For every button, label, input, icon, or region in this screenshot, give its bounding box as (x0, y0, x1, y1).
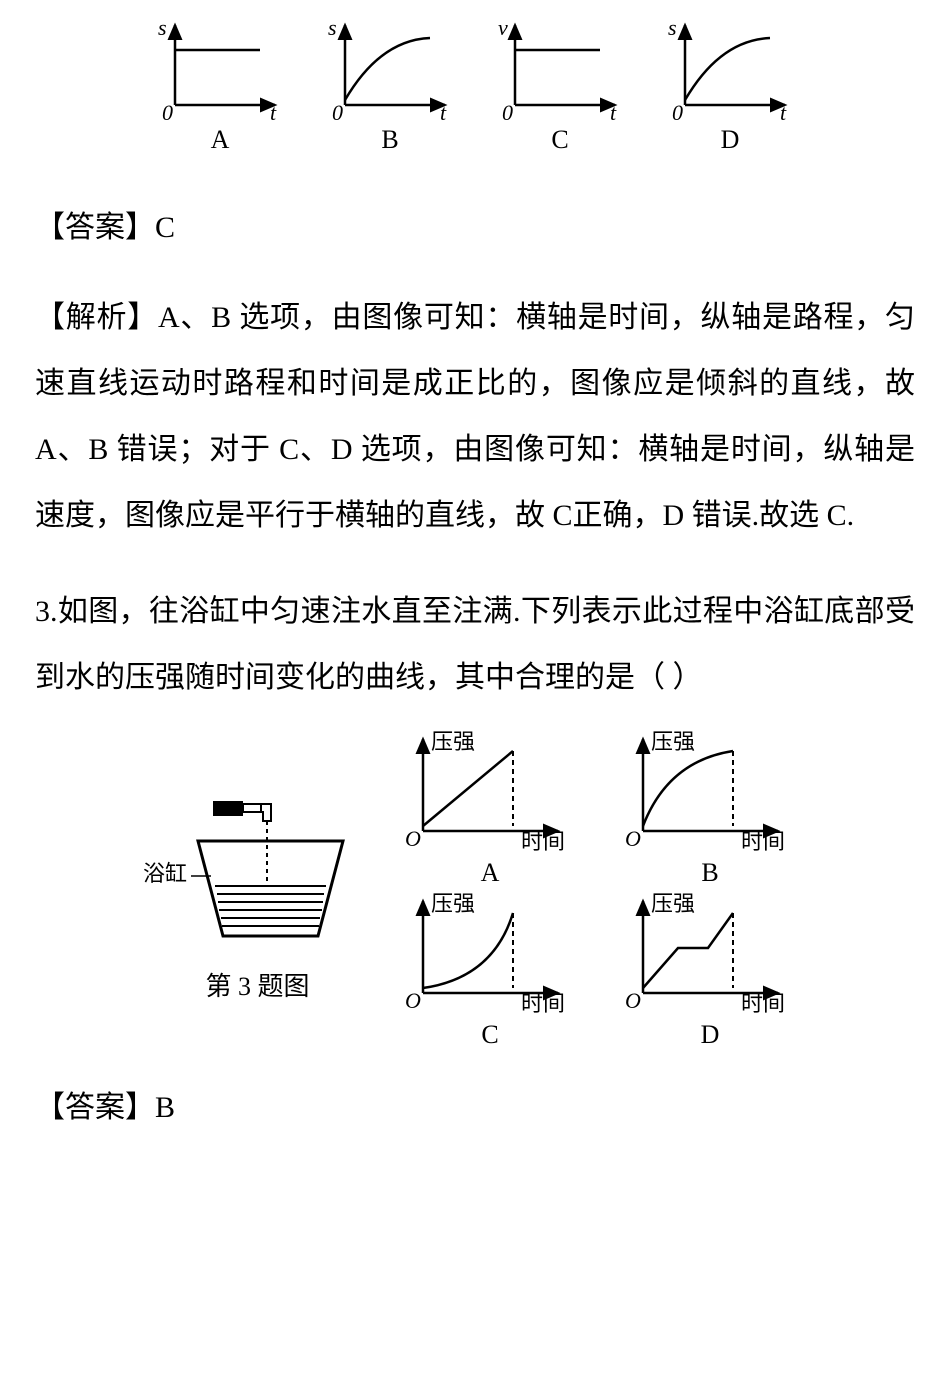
explanation-label: 【解析】 (35, 301, 158, 334)
axis-y-label: s (158, 20, 167, 40)
question-3-num: 3. (35, 595, 58, 628)
top-graph-row: s t 0 A s t 0 B v t 0 C (35, 20, 915, 155)
q3-graph-b: 压强 时间 O B (613, 731, 808, 888)
explanation-text: A、B 选项，由图像可知：横轴是时间，纵轴是路程，匀速直线运动时路程和时间是成正… (35, 301, 915, 532)
graph-option-c: C (551, 125, 568, 155)
q3-x-label: 时间 (521, 991, 565, 1016)
bathtub-label: 浴缸 (143, 861, 187, 886)
q3-graphs-grid: 压强 时间 O A 压强 时间 O B (393, 731, 808, 1050)
question-3: 3.如图，往浴缸中匀速注水直至注满.下列表示此过程中浴缸底部受到水的压强随时间变… (35, 579, 915, 711)
q3-graph-c: 压强 时间 O C (393, 893, 588, 1050)
q3-origin: O (405, 988, 421, 1013)
graph-svg-a: s t 0 (150, 20, 290, 120)
q3-y-label: 压强 (651, 731, 695, 754)
question-3-text: 如图，往浴缸中匀速注水直至注满.下列表示此过程中浴缸底部受到水的压强随时间变化的… (35, 595, 915, 694)
q3-origin: O (625, 826, 641, 851)
axis-x-label: t (610, 100, 617, 120)
q3-graph-svg-a: 压强 时间 O (393, 731, 588, 856)
q3-option-a: A (481, 858, 500, 888)
graph-option-b: B (381, 125, 398, 155)
answer-2-value: B (155, 1091, 175, 1124)
answer-1: 【答案】C (35, 205, 915, 250)
q3-x-label: 时间 (521, 829, 565, 854)
graph-svg-b: s t 0 (320, 20, 460, 120)
q3-graph-d: 压强 时间 O D (613, 893, 808, 1050)
q3-graph-svg-d: 压强 时间 O (613, 893, 808, 1018)
graph-svg-d: s t 0 (660, 20, 800, 120)
graph-option-a: A (211, 125, 230, 155)
graph-item-c: v t 0 C (490, 20, 630, 155)
axis-y-label: v (498, 20, 508, 40)
axis-origin: 0 (332, 100, 343, 120)
q3-y-label: 压强 (431, 731, 475, 754)
q3-figure-row: 浴缸 第 3 题图 压强 时间 O A (35, 731, 915, 1050)
q3-x-label: 时间 (741, 829, 785, 854)
axis-y-label: s (328, 20, 337, 40)
answer-1-value: C (155, 211, 175, 244)
q3-graph-svg-c: 压强 时间 O (393, 893, 588, 1018)
axis-origin: 0 (672, 100, 683, 120)
explanation-block: 【解析】A、B 选项，由图像可知：横轴是时间，纵轴是路程，匀速直线运动时路程和时… (35, 285, 915, 549)
answer-2: 【答案】B (35, 1085, 915, 1130)
graph-svg-c: v t 0 (490, 20, 630, 120)
bathtub-block: 浴缸 第 3 题图 (143, 791, 373, 1003)
q3-y-label: 压强 (431, 893, 475, 916)
graph-item-a: s t 0 A (150, 20, 290, 155)
axis-origin: 0 (502, 100, 513, 120)
graph-option-d: D (721, 125, 740, 155)
axis-x-label: t (270, 100, 277, 120)
axis-y-label: s (668, 20, 677, 40)
q3-option-d: D (701, 1020, 720, 1050)
q3-origin: O (405, 826, 421, 851)
bathtub-svg: 浴缸 (143, 791, 373, 956)
q3-option-c: C (481, 1020, 498, 1050)
axis-x-label: t (440, 100, 447, 120)
q3-graph-a: 压强 时间 O A (393, 731, 588, 888)
q3-graph-svg-b: 压强 时间 O (613, 731, 808, 856)
answer-1-label: 【答案】 (35, 211, 155, 244)
q3-option-b: B (701, 858, 718, 888)
answer-2-label: 【答案】 (35, 1091, 155, 1124)
graph-item-b: s t 0 B (320, 20, 460, 155)
q3-x-label: 时间 (741, 991, 785, 1016)
q3-y-label: 压强 (651, 893, 695, 916)
graph-item-d: s t 0 D (660, 20, 800, 155)
q3-origin: O (625, 988, 641, 1013)
axis-origin: 0 (162, 100, 173, 120)
axis-x-label: t (780, 100, 787, 120)
bathtub-caption: 第 3 题图 (205, 966, 309, 1003)
